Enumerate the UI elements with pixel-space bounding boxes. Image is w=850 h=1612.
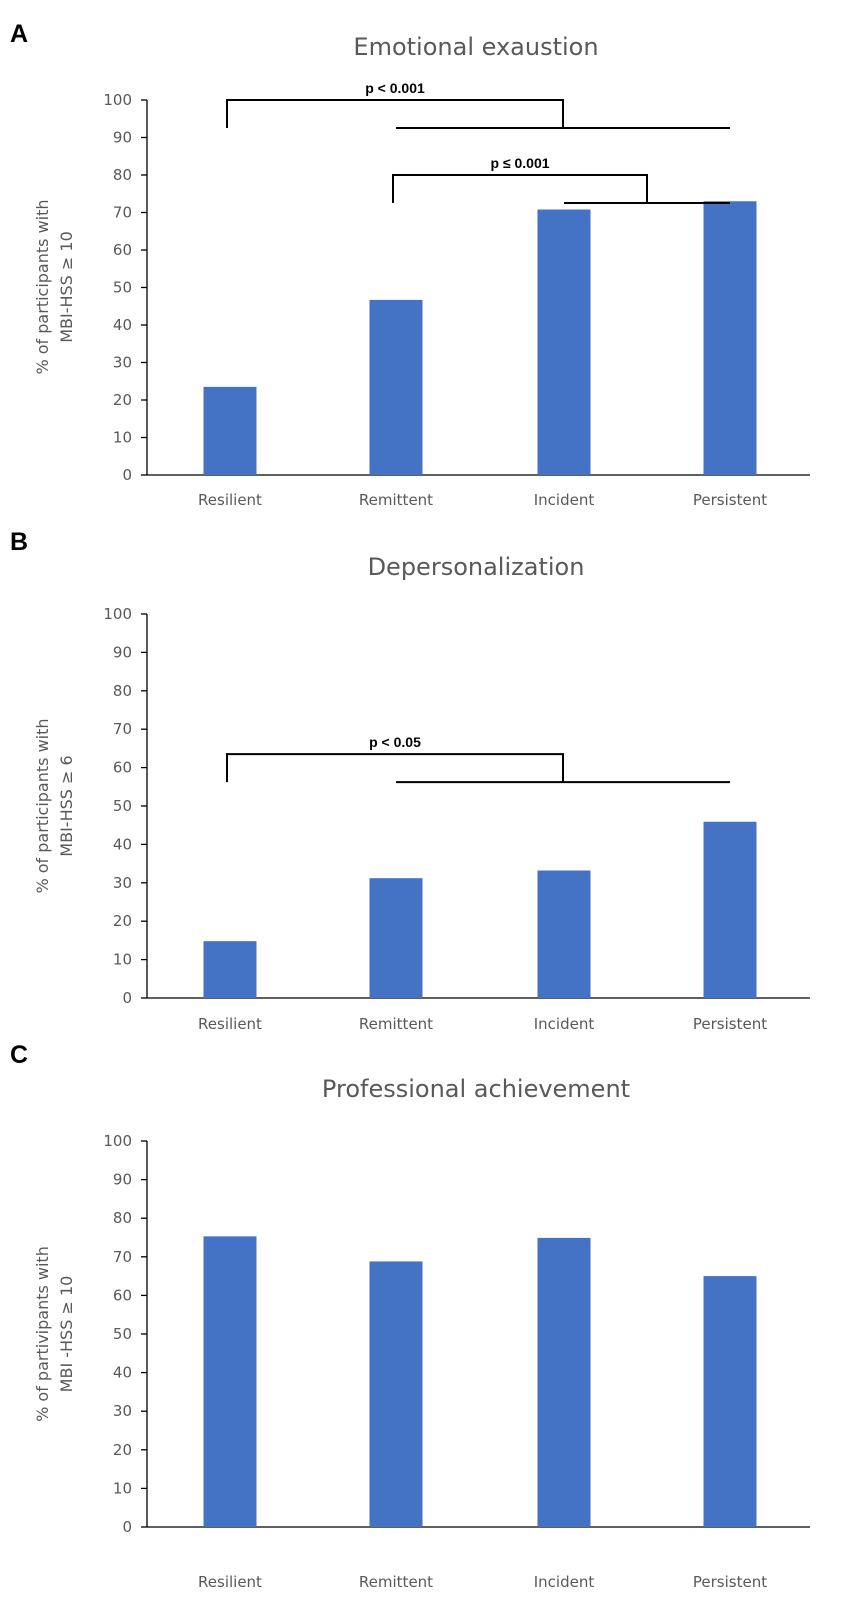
y-tick-label: 0	[122, 466, 132, 484]
y-tick-label: 10	[113, 429, 132, 447]
y-tick-label: 30	[113, 874, 132, 892]
panel-label: B	[10, 528, 28, 556]
bar-resilient	[203, 386, 257, 475]
bar-remittent	[369, 1261, 423, 1527]
y-tick-label: 80	[113, 166, 132, 184]
bracket-arm	[392, 174, 648, 203]
y-tick-label: 90	[113, 643, 132, 661]
y-tick-label: 0	[122, 989, 132, 1007]
x-category-label: Resilient	[198, 491, 262, 509]
y-tick-label: 50	[113, 1325, 132, 1343]
x-category-label: Persistent	[693, 491, 767, 509]
y-tick-label: 50	[113, 279, 132, 297]
y-tick-label: 40	[113, 316, 132, 334]
y-tick-label: 50	[113, 797, 132, 815]
x-category-label: Resilient	[198, 1573, 262, 1591]
x-category-label: Persistent	[693, 1573, 767, 1591]
y-tick-label: 100	[103, 605, 132, 623]
bracket-arm	[226, 99, 564, 128]
significance-bracket: p < 0.05	[226, 734, 730, 784]
y-tick-label: 70	[113, 1248, 132, 1266]
x-category-label: Incident	[534, 1573, 595, 1591]
y-axis-label-line1: % of participants with	[33, 199, 52, 374]
y-tick-label: 100	[103, 91, 132, 109]
y-tick-label: 60	[113, 241, 132, 259]
y-tick-label: 0	[122, 1518, 132, 1536]
bracket-arm	[226, 753, 564, 783]
y-tick-label: 80	[113, 682, 132, 700]
significance-label: p < 0.05	[369, 734, 421, 750]
chart-title: Professional achievement	[322, 1075, 630, 1103]
bar-resilient	[203, 941, 257, 998]
x-category-label: Resilient	[198, 1015, 262, 1033]
y-tick-label: 30	[113, 1402, 132, 1420]
significance-bracket: p < 0.001	[226, 80, 730, 129]
y-tick-label: 60	[113, 1286, 132, 1304]
panel-label: A	[10, 20, 28, 48]
bar-persistent	[703, 821, 757, 998]
y-axis-label-line1: % of partivipants with	[33, 1246, 52, 1422]
bar-remittent	[369, 299, 423, 475]
x-category-label: Remittent	[359, 491, 433, 509]
significance-bracket: p ≤ 0.001	[392, 155, 730, 204]
chart-title: Emotional exaustion	[353, 33, 598, 61]
significance-label: p ≤ 0.001	[490, 155, 549, 171]
bar-persistent	[703, 201, 757, 475]
y-axis-label-line1: % of participants with	[33, 718, 52, 893]
significance-label: p < 0.001	[365, 80, 425, 96]
y-axis-label-line2: MBI-HSS ≥ 6	[57, 755, 76, 856]
x-category-label: Incident	[534, 491, 595, 509]
y-tick-label: 60	[113, 759, 132, 777]
y-tick-label: 40	[113, 835, 132, 853]
y-tick-label: 70	[113, 720, 132, 738]
y-tick-label: 90	[113, 1171, 132, 1189]
bar-remittent	[369, 878, 423, 998]
chart-panel-b: B Depersonalization % of participants with…	[10, 528, 810, 1033]
bar-persistent	[703, 1276, 757, 1527]
y-tick-label: 20	[113, 912, 132, 930]
y-tick-label: 20	[113, 1441, 132, 1459]
y-tick-label: 30	[113, 354, 132, 372]
x-category-label: Incident	[534, 1015, 595, 1033]
x-category-label: Persistent	[693, 1015, 767, 1033]
y-tick-label: 100	[103, 1132, 132, 1150]
bar-incident	[537, 209, 591, 475]
x-category-label: Remittent	[359, 1015, 433, 1033]
chart-panel-c: C Professional achievement % of partivipan…	[10, 1041, 810, 1591]
chart-title: Depersonalization	[368, 553, 585, 581]
y-axis-label-line2: MBI-HSS ≥ 10	[57, 231, 76, 343]
panel-label: C	[10, 1041, 28, 1069]
y-tick-label: 10	[113, 951, 132, 969]
y-tick-label: 80	[113, 1209, 132, 1227]
y-tick-label: 70	[113, 204, 132, 222]
y-tick-label: 10	[113, 1479, 132, 1497]
y-axis-label-line2: MBI -HSS ≥ 10	[57, 1276, 76, 1393]
x-category-label: Remittent	[359, 1573, 433, 1591]
y-tick-label: 90	[113, 129, 132, 147]
bar-incident	[537, 870, 591, 998]
y-tick-label: 40	[113, 1364, 132, 1382]
y-tick-label: 20	[113, 391, 132, 409]
bar-resilient	[203, 1236, 257, 1527]
chart-panel-a: A Emotional exaustion % of participants wi…	[10, 20, 810, 509]
bar-incident	[537, 1237, 591, 1527]
